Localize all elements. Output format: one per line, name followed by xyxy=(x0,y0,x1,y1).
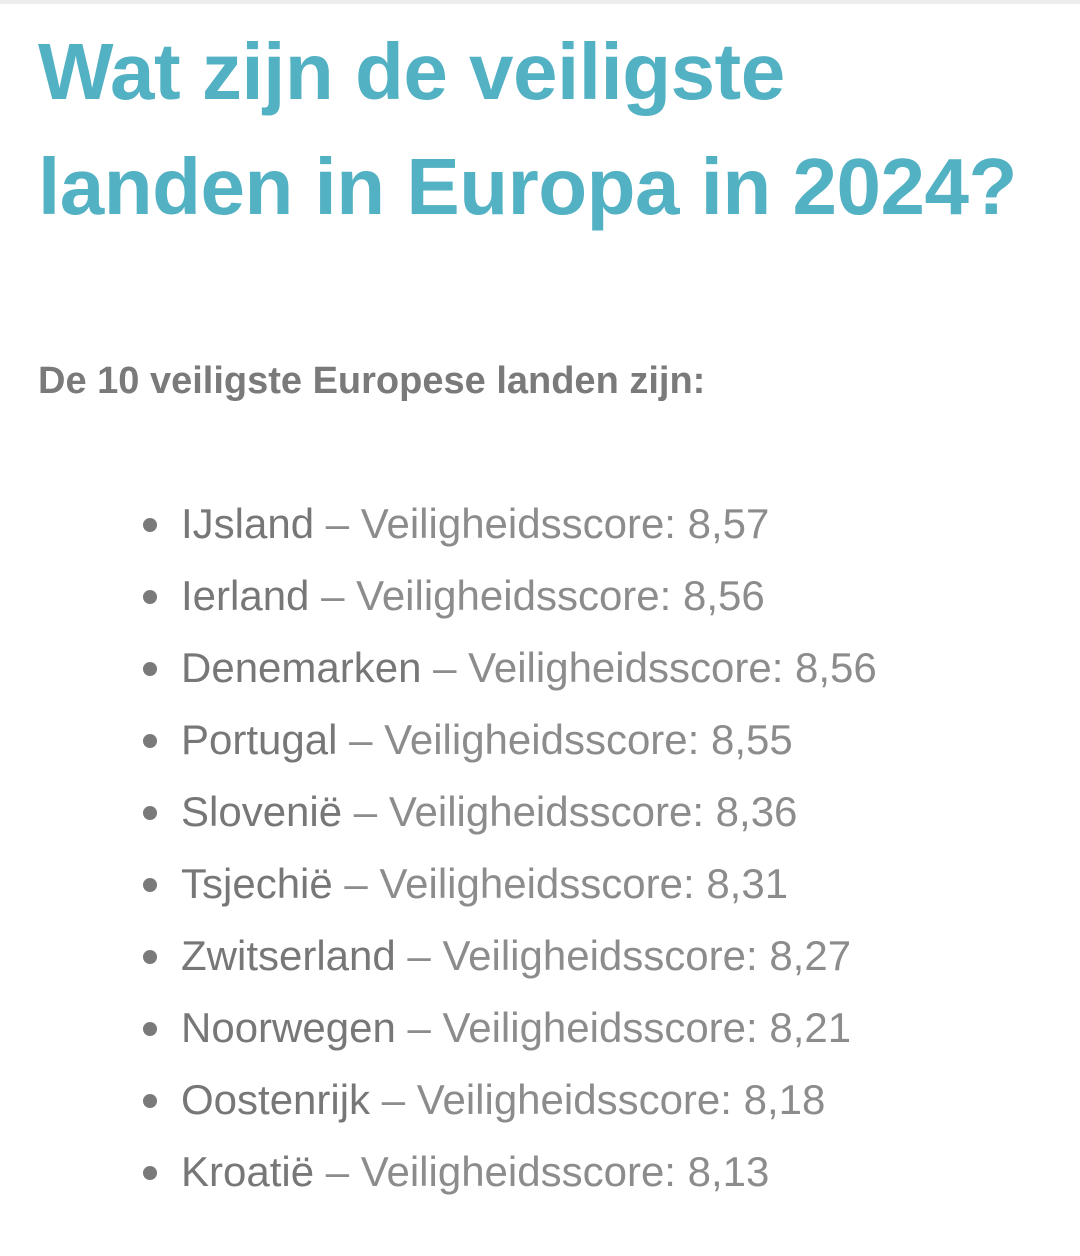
list-item: Tsjechië – Veiligheidsscore: 8,31 xyxy=(0,848,877,920)
separator: – xyxy=(421,644,469,691)
score-label: Veiligheidsscore: xyxy=(442,1004,770,1051)
score-value: 8,36 xyxy=(715,788,798,835)
score-value: 8,27 xyxy=(769,932,852,979)
list-item: Slovenië – Veiligheidsscore: 8,36 xyxy=(0,776,877,848)
score-value: 8,31 xyxy=(706,860,789,907)
country-name: Denemarken xyxy=(181,644,422,691)
score-value: 8,13 xyxy=(687,1148,770,1195)
score-value: 8,21 xyxy=(769,1004,852,1051)
list-item: Ierland – Veiligheidsscore: 8,56 xyxy=(0,560,877,632)
bullet-icon xyxy=(143,1094,157,1108)
separator: – xyxy=(332,860,380,907)
country-name: Kroatië xyxy=(181,1148,315,1195)
list-item: Noorwegen – Veiligheidsscore: 8,21 xyxy=(0,992,877,1064)
score-value: 8,55 xyxy=(711,716,793,763)
score-value: 8,18 xyxy=(743,1076,826,1123)
score-label: Veiligheidsscore: xyxy=(442,932,770,979)
separator: – xyxy=(337,716,385,763)
country-name: Portugal xyxy=(181,716,338,763)
list-item: Zwitserland – Veiligheidsscore: 8,27 xyxy=(0,920,877,992)
separator: – xyxy=(309,572,357,619)
bullet-icon xyxy=(143,806,157,820)
list-item: Portugal – Veiligheidsscore: 8,55 xyxy=(0,704,877,776)
bullet-icon xyxy=(143,734,157,748)
country-name: Tsjechië xyxy=(181,860,333,907)
score-value: 8,57 xyxy=(687,500,770,547)
score-label: Veiligheidsscore: xyxy=(384,716,711,763)
bullet-icon xyxy=(143,662,157,676)
score-label: Veiligheidsscore: xyxy=(416,1076,744,1123)
separator: – xyxy=(314,500,361,547)
score-label: Veiligheidsscore: xyxy=(379,860,707,907)
list-item: Denemarken – Veiligheidsscore: 8,56 xyxy=(0,632,877,704)
list-item: Oostenrijk – Veiligheidsscore: 8,18 xyxy=(0,1064,877,1136)
page-title: Wat zijn de veiligste landen in Europa i… xyxy=(38,27,1017,231)
score-label: Veiligheidsscore: xyxy=(468,644,796,691)
separator: – xyxy=(314,1148,361,1195)
bullet-icon xyxy=(143,518,157,532)
top-divider xyxy=(0,0,1080,4)
country-list: IJsland – Veiligheidsscore: 8,57 Ierland … xyxy=(0,488,877,1208)
list-intro: De 10 veiligste Europese landen zijn: xyxy=(38,360,706,402)
country-name: Noorwegen xyxy=(181,1004,396,1051)
bullet-icon xyxy=(143,878,157,892)
country-name: IJsland xyxy=(181,500,315,547)
bullet-icon xyxy=(143,1166,157,1180)
score-value: 8,56 xyxy=(682,572,765,619)
score-label: Veiligheidsscore: xyxy=(356,572,683,619)
bullet-icon xyxy=(143,1022,157,1036)
separator: – xyxy=(370,1076,417,1123)
list-item: Kroatië – Veiligheidsscore: 8,13 xyxy=(0,1136,877,1208)
score-value: 8,56 xyxy=(795,644,877,691)
bullet-icon xyxy=(143,590,157,604)
country-name: Slovenië xyxy=(181,788,343,835)
separator: – xyxy=(395,932,443,979)
bullet-icon xyxy=(143,950,157,964)
score-label: Veiligheidsscore: xyxy=(360,500,688,547)
separator: – xyxy=(395,1004,443,1051)
score-label: Veiligheidsscore: xyxy=(388,788,716,835)
separator: – xyxy=(342,788,389,835)
list-item: IJsland – Veiligheidsscore: 8,57 xyxy=(0,488,877,560)
score-label: Veiligheidsscore: xyxy=(360,1148,688,1195)
country-name: Ierland xyxy=(181,572,310,619)
country-name: Oostenrijk xyxy=(181,1076,371,1123)
country-name: Zwitserland xyxy=(181,932,396,979)
